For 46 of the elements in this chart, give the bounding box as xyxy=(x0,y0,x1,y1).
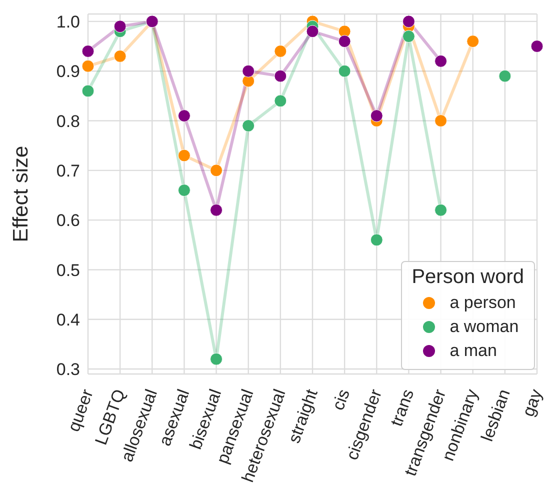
point xyxy=(210,204,223,216)
y-tick-label: 0.7 xyxy=(56,161,80,180)
point xyxy=(82,44,94,58)
y-tick-label: 0.5 xyxy=(56,260,80,280)
y-tick-label: 0.4 xyxy=(56,310,80,330)
y-tick-label: 0.8 xyxy=(56,112,80,131)
legend-label: a man xyxy=(450,341,497,361)
legend-title: Person word xyxy=(412,266,524,289)
point xyxy=(370,110,383,122)
point xyxy=(434,204,448,216)
point xyxy=(114,20,126,33)
y-tick-label: 0.3 xyxy=(56,360,80,380)
point xyxy=(402,15,415,28)
y-tick-label: 0.9 xyxy=(56,62,80,82)
legend-label: a person xyxy=(450,293,516,313)
point xyxy=(530,40,544,53)
y-tick-label: 1.0 xyxy=(56,12,80,32)
x-tick-label: queer xyxy=(64,386,98,434)
point xyxy=(82,60,94,72)
point xyxy=(498,70,512,82)
point xyxy=(306,25,319,38)
y-tick-label: 0.6 xyxy=(56,211,80,230)
point xyxy=(210,164,223,177)
point xyxy=(178,184,190,197)
point xyxy=(242,64,255,78)
point xyxy=(434,54,448,68)
x-tick-label: cis xyxy=(328,386,354,413)
point xyxy=(274,70,287,82)
point xyxy=(466,35,480,48)
point xyxy=(242,119,255,132)
point xyxy=(178,149,190,162)
legend-label: a woman xyxy=(450,317,519,337)
point xyxy=(338,64,351,78)
point xyxy=(210,352,223,366)
point xyxy=(338,35,351,48)
point xyxy=(274,94,287,108)
point xyxy=(370,234,383,246)
x-tick-label: gay xyxy=(518,386,546,420)
point xyxy=(82,84,94,98)
point xyxy=(434,114,448,128)
point xyxy=(274,44,287,58)
y-axis-title: Effect size xyxy=(9,146,32,242)
point xyxy=(114,50,126,62)
point xyxy=(178,110,190,122)
point xyxy=(402,30,415,43)
x-tick-label: straight xyxy=(284,386,322,446)
